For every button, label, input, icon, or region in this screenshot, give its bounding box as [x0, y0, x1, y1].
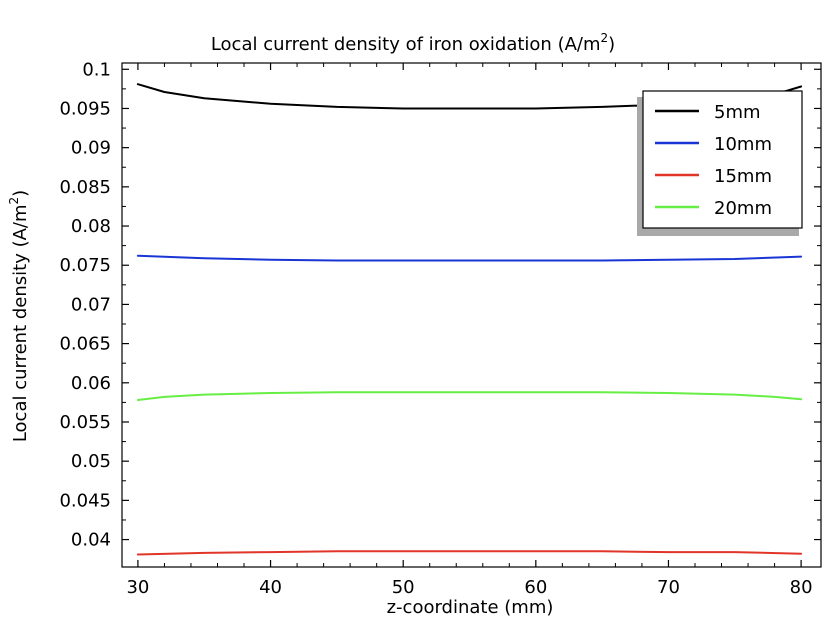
legend-label-5mm: 5mm [714, 102, 761, 123]
legend-label-10mm: 10mm [714, 134, 772, 155]
legend-box [642, 90, 803, 229]
y-axis-label: Local current density (A/m2) [7, 190, 31, 442]
x-tick-label: 30 [126, 577, 149, 598]
x-tick-label: 60 [524, 577, 547, 598]
chart-title-superscript: 2 [601, 31, 609, 45]
y-axis-label-suffix: ) [10, 190, 31, 197]
legend-label-20mm: 20mm [714, 198, 772, 219]
x-axis: 30 40 50 60 70 80 [126, 63, 813, 598]
y-tick-label: 0.055 [59, 412, 111, 433]
legend: 5mm 10mm 15mm 20mm [637, 90, 803, 236]
chart-title: Local current density of iron oxidation … [211, 31, 615, 55]
y-tick-label: 0.075 [59, 255, 111, 276]
series-line-20mm [136, 391, 803, 401]
chart-title-suffix: ) [608, 34, 615, 55]
y-tick-label: 0.04 [71, 530, 111, 551]
y-tick-label: 0.08 [71, 216, 111, 237]
plot-frame [121, 62, 822, 568]
legend-label-15mm: 15mm [714, 166, 772, 187]
y-axis: 0.04 0.045 0.05 0.055 0.06 0.065 0.07 0.075 0.08… [59, 59, 821, 551]
y-tick-label: 0.05 [71, 451, 111, 472]
y-tick-label: 0.065 [59, 334, 111, 355]
y-tick-label: 0.085 [59, 177, 111, 198]
y-tick-label: 0.09 [71, 138, 111, 159]
x-tick-label: 50 [392, 577, 415, 598]
series-line-10mm [136, 254, 803, 262]
series-line-15mm [136, 550, 803, 556]
y-axis-label-superscript: 2 [7, 197, 21, 205]
x-axis-label: z-coordinate (mm) [387, 597, 554, 618]
y-tick-label: 0.07 [71, 294, 111, 315]
y-tick-label: 0.1 [82, 59, 111, 80]
x-tick-label: 80 [790, 577, 813, 598]
y-tick-label: 0.095 [59, 98, 111, 119]
x-tick-label: 40 [259, 577, 282, 598]
y-tick-label: 0.06 [71, 373, 111, 394]
y-tick-label: 0.045 [59, 490, 111, 511]
x-tick-label: 70 [657, 577, 680, 598]
